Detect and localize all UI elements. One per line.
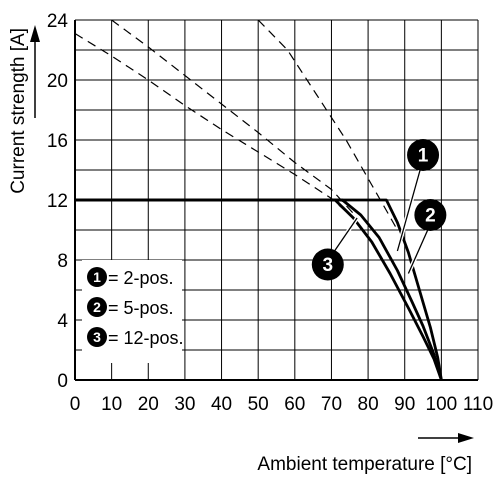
curve-dashed-2 <box>111 19 354 214</box>
y-tick-label-20: 20 <box>47 71 68 92</box>
x-tick-labels: 0 10 20 30 40 50 60 70 80 90 100 110 <box>70 394 493 415</box>
y-tick-label-0: 0 <box>57 371 68 392</box>
x-tick-label-20: 20 <box>138 394 159 415</box>
legend: 1 = 2-pos. 2 = 5-pos. 3 = 12-pos. <box>82 260 184 363</box>
x-tick-label-100: 100 <box>426 394 458 415</box>
y-tick-label-4: 4 <box>57 311 68 332</box>
y-axis-title: Current strength [A] <box>8 28 29 194</box>
callout-number-2: 2 <box>425 206 436 227</box>
curve-solid-2 <box>75 198 443 381</box>
legend-label-2: = 5-pos. <box>108 298 174 318</box>
y-tick-label-24: 24 <box>47 11 69 32</box>
curve-dashed-3 <box>74 32 351 216</box>
legend-marker-number-1: 1 <box>93 269 101 285</box>
callout-circle-2 <box>414 199 447 231</box>
y-tick-label-8: 8 <box>57 251 68 272</box>
callout-number-1: 1 <box>418 146 429 167</box>
x-axis-title: Ambient temperature [°C] <box>257 454 472 475</box>
curves <box>74 19 443 381</box>
y-tick-labels: 0 4 8 12 16 20 24 <box>47 11 69 392</box>
x-tick-label-50: 50 <box>248 394 269 415</box>
curve-markers: 1 2 3 <box>311 139 447 281</box>
x-tick-label-110: 110 <box>463 394 493 415</box>
x-tick-label-30: 30 <box>174 394 195 415</box>
legend-marker-number-3: 3 <box>93 329 101 345</box>
legend-marker-2 <box>87 297 107 317</box>
callout-leader-3 <box>330 217 358 256</box>
x-tick-label-0: 0 <box>70 394 81 415</box>
x-axis-arrow-head <box>458 433 474 443</box>
curve-solid-3 <box>75 198 443 381</box>
x-tick-label-40: 40 <box>211 394 232 415</box>
callout-leader-2 <box>407 223 431 274</box>
legend-label-3: = 12-pos. <box>108 328 184 348</box>
x-tick-label-80: 80 <box>358 394 379 415</box>
legend-marker-1 <box>87 267 107 287</box>
x-tick-label-10: 10 <box>101 394 122 415</box>
legend-marker-number-2: 2 <box>93 299 101 315</box>
legend-label-1: = 2-pos. <box>108 268 174 288</box>
y-axis-arrow-head <box>30 25 40 42</box>
x-tick-label-70: 70 <box>321 394 342 415</box>
curve-dashed-1 <box>257 19 398 231</box>
callout-number-3: 3 <box>323 255 334 276</box>
y-axis-title-group: Current strength [A] <box>8 25 40 194</box>
callout-circle-3 <box>311 248 344 281</box>
callout-leader-1 <box>396 159 424 252</box>
curve-solid-1 <box>75 198 443 381</box>
legend-marker-3 <box>87 327 107 347</box>
x-tick-label-90: 90 <box>394 394 415 415</box>
callout-circle-1 <box>407 139 440 171</box>
y-tick-label-16: 16 <box>47 131 68 152</box>
y-tick-label-12: 12 <box>47 191 68 212</box>
x-axis-title-group: Ambient temperature [°C] <box>257 433 474 475</box>
x-tick-label-60: 60 <box>284 394 305 415</box>
